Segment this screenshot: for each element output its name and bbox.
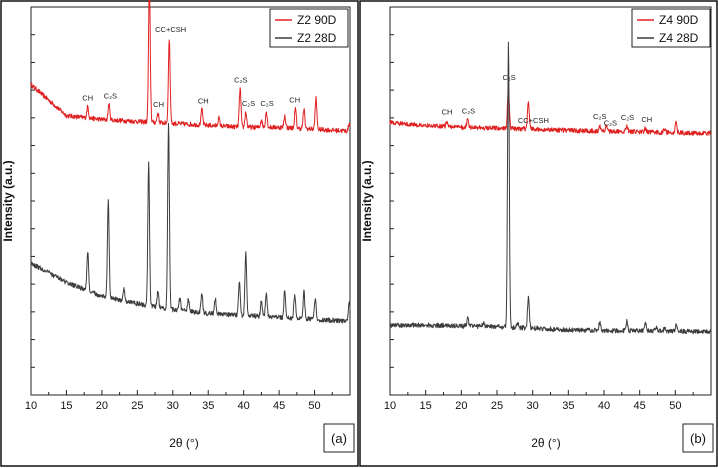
x-tick-label: 45: [634, 400, 646, 412]
x-axis-label: 2θ (°): [531, 436, 560, 450]
x-tick-label: 45: [273, 400, 285, 412]
x-tick-label: 35: [562, 400, 574, 412]
legend-entry: Z4 90D: [659, 13, 699, 27]
x-tick-label: 35: [202, 400, 214, 412]
peak-annotation: CH: [82, 93, 93, 102]
series-line-z2-28d: [30, 122, 351, 324]
legend: Z4 90D Z4 28D: [631, 8, 711, 48]
chart-panel-b: 10 15 20 25 30 35 40 45 50 2θ (°) Intensity (a.u.)…: [359, 0, 718, 467]
peak-annotation: CH: [442, 108, 453, 117]
x-tick-label: 10: [384, 400, 396, 412]
peak-annotation: C₂S: [621, 113, 634, 122]
peak-annotation: C₂S: [242, 99, 255, 108]
legend-box: [269, 8, 349, 48]
legend-entry: Z2 28D: [297, 31, 337, 45]
peak-annotation: C₂S: [604, 118, 617, 127]
panel-label-box: [323, 423, 355, 453]
x-tick-label: 50: [669, 400, 681, 412]
peak-annotation: C₂S: [462, 107, 475, 116]
panel-label: (b): [690, 431, 706, 446]
peak-annotation: CC+CSH: [518, 116, 549, 125]
peak-annotation: CH: [198, 97, 209, 106]
x-tick-label: 20: [96, 400, 108, 412]
peak-annotation: CH: [153, 100, 164, 109]
legend-entry: Z4 28D: [659, 31, 699, 45]
legend-box: [631, 8, 711, 48]
panel-label-box: [682, 423, 714, 453]
x-tick-label: 20: [455, 400, 467, 412]
peak-annotation: CH: [641, 115, 652, 124]
panel-frame: [0, 0, 359, 467]
panel-label: (a): [331, 431, 347, 446]
x-tick-label: 15: [60, 400, 72, 412]
peak-annotation: CH: [289, 96, 300, 105]
series-line-z4-90d: [389, 87, 712, 136]
series-line-z4-28d: [389, 41, 712, 335]
legend-entry: Z2 90D: [297, 13, 337, 27]
x-tick-label: 50: [308, 400, 320, 412]
x-tick-label: 15: [420, 400, 432, 412]
x-tick-label: 40: [238, 400, 250, 412]
y-axis-label: Intensity (a.u.): [1, 160, 15, 241]
x-tick-label: 25: [131, 400, 143, 412]
x-tick-label: 10: [25, 400, 37, 412]
chart-panel-a: 10 15 20 25 30 35 40 45 50 2θ (°) Intensity (a.u.)…: [0, 0, 359, 467]
series-line-z2-90d: [30, 0, 351, 134]
peak-annotation: C₂S: [234, 75, 247, 84]
x-tick-label: 30: [527, 400, 539, 412]
x-axis-label: 2θ (°): [169, 436, 198, 450]
peak-annotation: CC+CSH: [155, 25, 186, 34]
panel-frame: [359, 0, 718, 467]
peak-annotation: C₂S: [593, 112, 606, 121]
legend: Z2 90D Z2 28D: [269, 8, 349, 48]
x-tick-label: 25: [491, 400, 503, 412]
peak-annotation: C₂S: [104, 91, 117, 100]
peak-annotation: C₂S: [260, 99, 273, 108]
x-tick-label: 30: [167, 400, 179, 412]
y-axis-label: Intensity (a.u.): [360, 160, 374, 241]
x-tick-label: 40: [598, 400, 610, 412]
